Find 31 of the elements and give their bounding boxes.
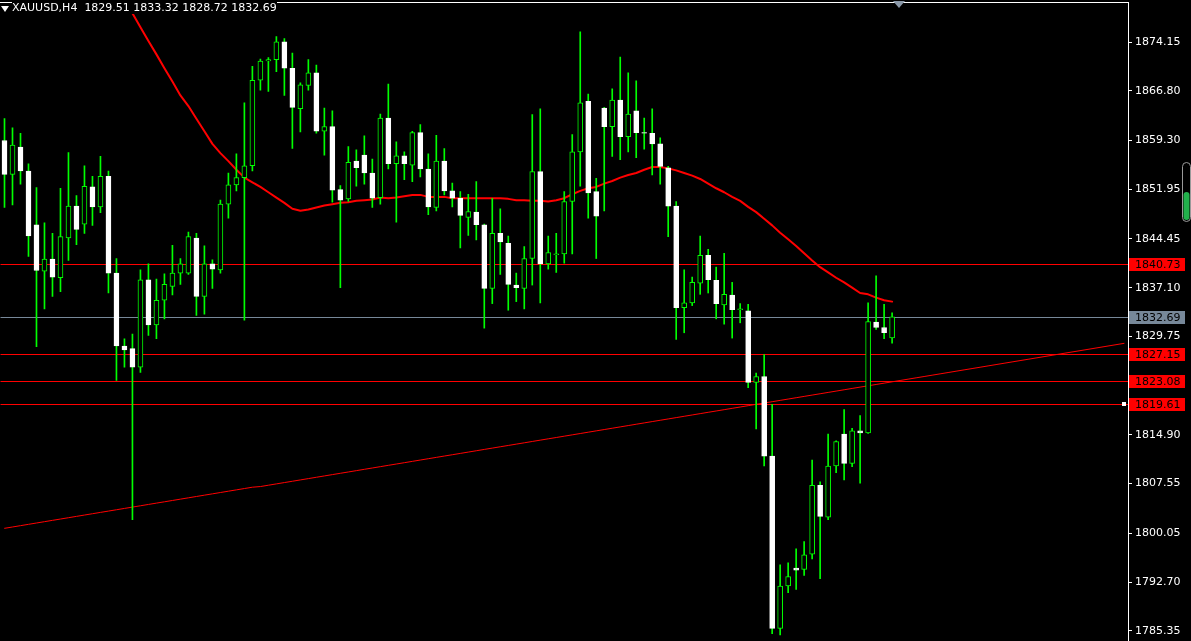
ref-line-label: 1823.08 (1135, 374, 1181, 388)
y-tick-label: 1859.30 (1135, 133, 1181, 147)
candlestick (873, 275, 879, 330)
candlestick (553, 233, 560, 273)
y-tick-label: 1851.95 (1135, 182, 1181, 196)
candlestick (473, 181, 480, 241)
y-tick-label: 1800.05 (1135, 526, 1181, 540)
chart-title: XAUUSD,H4 1829.51 1833.32 1828.72 1832.69 (12, 1, 277, 14)
y-tick-label: 1844.45 (1135, 231, 1181, 245)
ref-line-label: 1832.69 (1135, 310, 1181, 324)
candlestick (721, 252, 728, 325)
y-tick-label: 1785.35 (1135, 623, 1181, 637)
y-tick-label: 1874.15 (1135, 34, 1181, 48)
y-tick-label: 1837.10 (1135, 280, 1181, 294)
y-tick-label: 1866.80 (1135, 83, 1181, 97)
y-tick-label: 1807.55 (1135, 476, 1181, 490)
candlestick (465, 193, 472, 236)
ref-line-label: 1840.73 (1135, 257, 1181, 271)
candlestick (393, 141, 400, 223)
candlestick (649, 108, 656, 176)
candlestick (497, 208, 504, 275)
y-tick-label: 1829.75 (1135, 329, 1181, 343)
candlestick (881, 303, 887, 340)
candlestick (753, 372, 759, 430)
candlestick (737, 303, 743, 324)
y-tick-label: 1792.70 (1135, 574, 1181, 588)
candlestick (681, 269, 688, 334)
ref-line-label: 1819.61 (1135, 397, 1181, 411)
candlestick (601, 107, 608, 212)
y-tick-label: 1814.90 (1135, 427, 1181, 441)
ref-line-label: 1827.15 (1135, 347, 1181, 361)
